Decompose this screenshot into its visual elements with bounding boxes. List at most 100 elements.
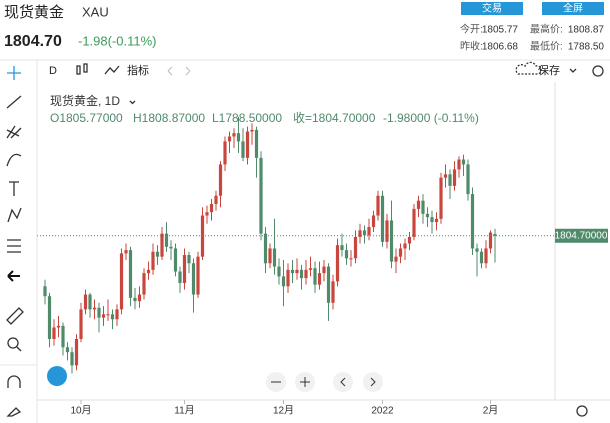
candle-body (106, 314, 110, 316)
candle-body (344, 250, 349, 259)
legend-item: L1788.50000 (212, 111, 282, 125)
trade-label[interactable]: 交易 (482, 2, 502, 15)
candle-body (52, 327, 56, 340)
candle-body (353, 236, 358, 259)
candle-body (398, 248, 403, 257)
candle-body (475, 248, 479, 252)
candle-body (236, 133, 241, 142)
candle-body (115, 309, 119, 320)
drawing-tools[interactable] (6, 66, 24, 417)
title-dropdown[interactable] (129, 100, 136, 105)
undo-redo[interactable] (167, 66, 191, 76)
price-tag (555, 228, 608, 243)
x-tick-label: 10月 (70, 405, 91, 417)
candle-body (376, 195, 380, 216)
interval[interactable]: D (49, 65, 57, 77)
candle-body (137, 294, 142, 302)
candle-body (448, 174, 452, 186)
candle-body (173, 248, 178, 272)
legend-item: -1.98000 (-0.11%) (383, 111, 479, 125)
candle-body (430, 217, 434, 223)
settings-icon[interactable] (592, 65, 604, 77)
indicator-icon[interactable] (104, 65, 120, 75)
candle-body (317, 273, 322, 285)
stat-value: 1808.87 (568, 25, 605, 36)
candle-body (286, 269, 290, 287)
indicators[interactable]: 指标 (127, 63, 149, 77)
candle-body (70, 352, 74, 366)
candle-body (425, 213, 430, 218)
candle-body (443, 174, 448, 178)
candle-body (367, 227, 371, 236)
fullscreen-button[interactable] (542, 2, 604, 15)
candle-body (169, 246, 173, 249)
legend-item: O1805.77000 (50, 111, 123, 125)
candle-body (218, 164, 223, 196)
candle-body (421, 200, 425, 214)
cloud-icon[interactable] (515, 61, 542, 75)
candle-body (322, 266, 326, 274)
candle-body (394, 256, 398, 262)
candle-body (380, 195, 385, 242)
candle-body (101, 314, 106, 318)
candle-body (214, 195, 218, 204)
chart-title: 现货黄金, 1D (50, 93, 120, 108)
candle-body (43, 286, 47, 297)
candle-body (133, 297, 137, 302)
candle-body (466, 164, 470, 195)
candle-body (439, 177, 443, 219)
candle-body (362, 230, 367, 236)
legend: O1805.77000 H1808.87000 L1788.50000 收=1804.… (50, 111, 479, 125)
candle-body (142, 273, 146, 295)
price-tag-label: 1804.70000 (555, 230, 608, 241)
candle-body (254, 129, 259, 158)
candle-body (389, 220, 394, 262)
candle-body (155, 251, 160, 257)
candle-body (412, 208, 416, 237)
asset-name: 现货黄金 (4, 4, 64, 21)
legend-item: 收=1804.70000 (293, 111, 376, 125)
candle-body (493, 233, 497, 236)
candle-body (110, 314, 115, 320)
legend-item: H1808.87000 (133, 111, 205, 125)
candle-body (304, 269, 308, 279)
candle-body (371, 215, 376, 228)
x-tick-label: 12月 (273, 405, 294, 417)
trade-button[interactable] (461, 2, 523, 15)
x-tick-label: 2月 (483, 405, 499, 417)
stat-label: 最低价: (530, 40, 563, 53)
zoom-controls[interactable] (266, 372, 383, 392)
candle-body (457, 159, 461, 170)
candle-body (484, 248, 488, 264)
logo-badge (47, 366, 67, 386)
candle-body (119, 253, 124, 310)
candle-body (335, 245, 340, 282)
candle-body (74, 339, 79, 366)
candle-body (124, 250, 128, 254)
candle-body (358, 230, 362, 237)
candle-body (65, 347, 70, 353)
axis-settings[interactable] (576, 405, 588, 417)
save[interactable]: 保存 (538, 63, 560, 77)
candle-body (250, 129, 254, 132)
candle-body (385, 220, 389, 242)
candle-body (146, 269, 151, 274)
candle-body (277, 266, 281, 277)
candle-icon[interactable] (76, 63, 88, 75)
candle-body (56, 325, 61, 328)
candle-body (88, 294, 92, 310)
x-tick-label: 11月 (174, 405, 194, 417)
candle-body (470, 194, 475, 249)
candle-body (308, 268, 313, 270)
fullscreen-label[interactable]: 全屏 (563, 2, 583, 15)
stat-value: 1805.77 (482, 25, 519, 36)
x-tick-label: 2022 (371, 406, 394, 417)
candle-body (313, 268, 317, 285)
candle-body (160, 233, 164, 257)
candle-body (196, 256, 200, 295)
candle-body (295, 269, 299, 274)
candle-body (178, 271, 182, 284)
dropdown[interactable] (569, 68, 577, 73)
candle-body (290, 269, 295, 274)
